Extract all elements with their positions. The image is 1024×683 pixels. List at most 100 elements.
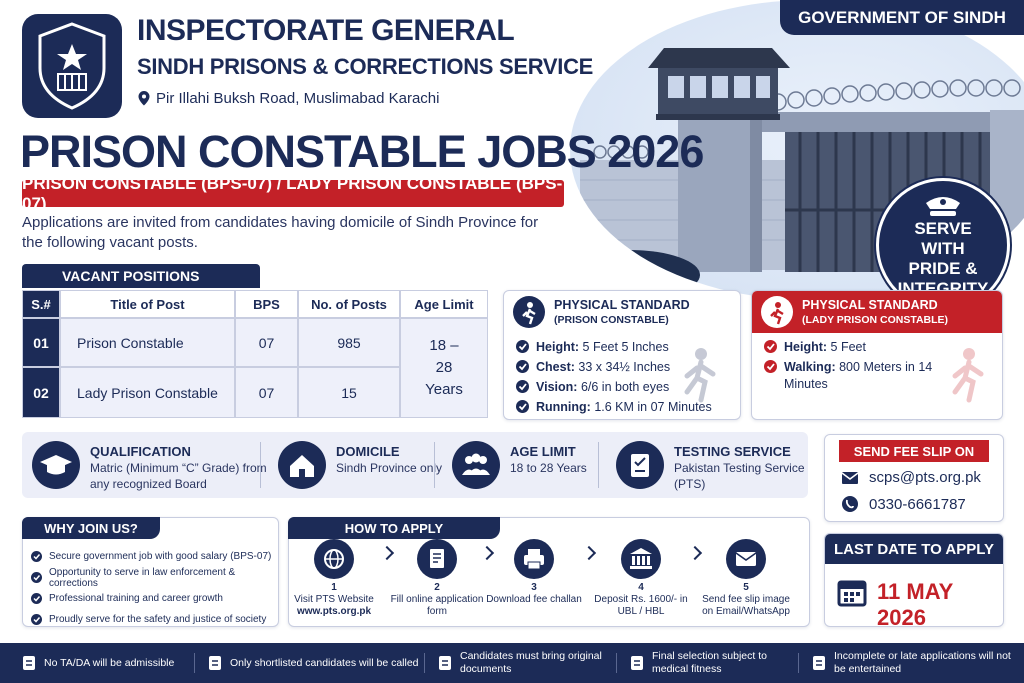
note-icon (438, 656, 452, 675)
check-glyph (31, 572, 42, 583)
physical-item-label: Height: (784, 340, 828, 354)
requirement-icon-glyph (616, 441, 664, 489)
footer: No TA/DA will be admissible Only shortlis… (0, 643, 1024, 683)
check-icon-glyph (516, 380, 529, 393)
why-join-box: WHY JOIN US? Secure government job with … (22, 517, 279, 627)
physical-item-value: 33 x 34½ Inches (578, 360, 671, 374)
steps: 1 Visit PTS Website www.pts.org.pk 2 Fill on… (289, 518, 809, 626)
requirements-strip: QUALIFICATION Matric (Minimum “C” Grade) … (22, 432, 808, 498)
table-cell: Prison Constable (60, 318, 235, 367)
step-text: Visit PTS Website www.pts.org.pk (286, 594, 382, 618)
requirement-icon (278, 441, 326, 494)
physical-item-value: 1.6 KM in 07 Minutes (594, 400, 712, 414)
requirement-text: 18 to 28 Years (510, 461, 587, 475)
physical-icon-glyph (513, 296, 545, 328)
check-icon (31, 614, 42, 625)
physical-item: Vision: 6/6 in both eyes (536, 379, 726, 396)
physical-item-label: Running: (536, 400, 591, 414)
requirement-text: Pakistan Testing Service (PTS) (674, 461, 805, 491)
check-icon (516, 360, 529, 378)
requirement-icon-glyph (278, 441, 326, 489)
table-cell: 01 (22, 318, 60, 367)
deadline-title: LAST DATE TO APPLY (825, 534, 1003, 564)
step-arrow (581, 545, 596, 561)
why-join-text: Proudly serve for the safety and justice… (49, 614, 267, 625)
step-number: 3 (531, 582, 537, 593)
requirement-icon-glyph (32, 441, 80, 489)
check-glyph (31, 593, 42, 604)
physical-item-label: Chest: (536, 360, 575, 374)
step-link: www.pts.org.pk (296, 606, 372, 617)
location-icon (138, 91, 150, 106)
fee-slip-box: SEND FEE SLIP ON scps@pts.org.pk 0330-66… (824, 434, 1004, 522)
step-icon-glyph (514, 539, 554, 579)
figure-icon (679, 346, 723, 409)
government-tab: GOVERNMENT OF SINDH (780, 0, 1024, 35)
why-join-item: Proudly serve for the safety and justice… (31, 609, 276, 630)
check-icon-glyph (516, 400, 529, 413)
step-arrow (687, 545, 702, 561)
note-text: Candidates must bring original documents (460, 650, 602, 675)
physical-title: PHYSICAL STANDARD (554, 298, 690, 312)
physical-item-value: 5 Feet (830, 340, 866, 354)
why-join-item: Professional training and career growth (31, 588, 276, 609)
requirement-title: AGE LIMIT (510, 444, 576, 459)
table-cell: Lady Prison Constable (60, 367, 235, 418)
physical-header (752, 291, 1002, 333)
org-name: INSPECTORATE GENERAL (137, 14, 515, 47)
age-limit-cell: 18 – 28 Years (400, 318, 488, 418)
step-icon-glyph (726, 539, 766, 579)
check-icon-glyph (764, 360, 777, 373)
table-header-cell: S.# (22, 290, 60, 318)
fee-slip-title: SEND FEE SLIP ON (839, 440, 989, 462)
check-icon (31, 572, 42, 583)
step-text: Download fee challan (486, 594, 582, 605)
requirement-icon (32, 441, 80, 494)
note-icon-glyph (439, 656, 451, 670)
step-icon-glyph (621, 539, 661, 579)
department-name: SINDH PRISONS & CORRECTIONS SERVICE (137, 54, 594, 79)
requirement-title: TESTING SERVICE (674, 444, 791, 459)
divider (434, 442, 435, 488)
step-number: 2 (434, 582, 440, 593)
figure-icon-glyph (952, 348, 984, 403)
requirement-title: QUALIFICATION (90, 444, 191, 459)
deadline-box: LAST DATE TO APPLY 11 MAY 2026 (824, 533, 1004, 627)
divider (260, 442, 261, 488)
check-icon (31, 551, 42, 562)
why-join-list: Secure government job with good salary (… (31, 546, 276, 630)
divider (424, 653, 425, 673)
address: Pir Illahi Buksh Road, Muslimabad Karach… (156, 90, 440, 107)
logo (22, 14, 122, 118)
check-icon (764, 360, 777, 378)
why-join-text: Professional training and career growth (49, 593, 223, 604)
step-icon (514, 539, 554, 584)
divider (598, 442, 599, 488)
table-cell: 02 (22, 367, 60, 418)
table-cell: 985 (298, 318, 400, 367)
divider (616, 653, 617, 673)
step-number: 5 (743, 582, 749, 593)
step-text: Send fee slip image on Email/WhatsApp (702, 594, 790, 617)
subtitle-banner: PRISON CONSTABLE (BPS-07) / LADY PRISON … (22, 173, 564, 213)
table-header-cell: No. of Posts (298, 290, 400, 318)
table-cell: 15 (298, 367, 400, 418)
step-icon (726, 539, 766, 584)
figure-icon (947, 346, 991, 409)
divider (798, 653, 799, 673)
step-arrow (379, 545, 394, 561)
email-icon (841, 472, 859, 484)
note-icon (812, 656, 826, 675)
note-icon-glyph (813, 656, 825, 670)
requirement-icon (452, 441, 500, 494)
check-icon-glyph (516, 340, 529, 353)
table-header-cell: BPS (235, 290, 298, 318)
physical-item-label: Vision: (536, 380, 578, 394)
note-text: Incomplete or late applications will not… (834, 650, 1011, 675)
why-join-item: Secure government job with good salary (… (31, 546, 276, 567)
table-header-cell: Title of Post (60, 290, 235, 318)
physical-icon (760, 295, 794, 334)
why-join-item: Opportunity to serve in law enforcement … (31, 567, 276, 589)
main-title: PRISON CONSTABLE JOBS 2026 (20, 126, 704, 177)
